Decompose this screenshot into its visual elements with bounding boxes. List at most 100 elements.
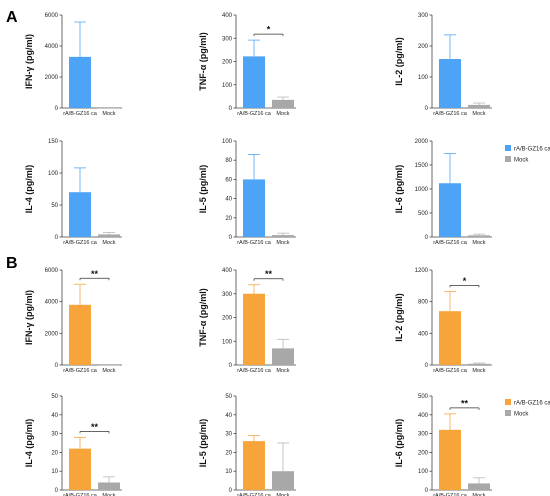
legend-b: rA/B-GZ16 ca Mock — [505, 399, 550, 418]
panel-label-a: A — [6, 9, 18, 26]
chart-10: IL-4 (pg/ml) 0 10 20 30 40 50 rA/B-GZ16 ca Mock *… — [24, 394, 122, 496]
y-tick-label: 300 — [222, 36, 233, 42]
bar-mock — [98, 482, 120, 490]
y-tick-label: 1000 — [415, 187, 429, 193]
x-tick-label: Mock — [472, 240, 485, 246]
legend-swatch — [505, 399, 511, 405]
y-tick-label: 0 — [55, 363, 59, 369]
y-tick-label: 40 — [51, 413, 58, 419]
bar-ra-b-gz16-ca — [243, 441, 265, 490]
x-tick-label: Mock — [472, 111, 485, 117]
x-tick-label: Mock — [472, 368, 485, 374]
y-tick-label: 200 — [222, 316, 233, 322]
significance-marker: ** — [265, 269, 273, 279]
chart-3: IL-2 (pg/ml) 0 100 200 300 rA/B-GZ16 ca Mock — [394, 13, 492, 117]
bar-mock — [272, 235, 294, 237]
y-tick-label: 6000 — [45, 13, 59, 19]
y-tick-label: 4000 — [45, 44, 59, 50]
x-tick-label: Mock — [276, 111, 289, 117]
x-tick-label: rA/B-GZ16 ca — [63, 240, 98, 246]
y-tick-label: 400 — [418, 413, 429, 419]
bar-mock — [98, 234, 120, 237]
x-tick-label: Mock — [102, 111, 115, 117]
legend-swatch — [505, 156, 511, 162]
bar-mock — [272, 99, 294, 108]
y-axis-label: IL-2 (pg/ml) — [394, 293, 404, 342]
bar-mock — [468, 235, 490, 237]
y-tick-label: 30 — [225, 432, 232, 438]
y-axis-label: IFN-γ (pg/ml) — [24, 290, 34, 345]
y-tick-label: 0 — [229, 488, 233, 494]
bar-ra-b-gz16-ca — [69, 304, 91, 365]
y-tick-label: 100 — [418, 469, 429, 475]
bar-mock — [98, 365, 120, 366]
x-tick-label: rA/B-GZ16 ca — [433, 493, 468, 496]
y-tick-label: 0 — [425, 488, 429, 494]
y-tick-label: 400 — [222, 268, 233, 274]
y-tick-label: 30 — [51, 432, 58, 438]
y-tick-label: 10 — [51, 469, 58, 475]
y-tick-label: 500 — [418, 211, 429, 217]
x-tick-label: rA/B-GZ16 ca — [237, 240, 272, 246]
y-tick-label: 0 — [229, 235, 233, 241]
bar-ra-b-gz16-ca — [243, 56, 265, 108]
chart-4: IL-4 (pg/ml) 0 50 100 150 rA/B-GZ16 ca Mock — [24, 139, 122, 246]
y-axis-label: IFN-γ (pg/ml) — [24, 34, 34, 89]
x-tick-label: rA/B-GZ16 ca — [237, 493, 272, 496]
y-tick-label: 300 — [418, 432, 429, 438]
y-tick-label: 0 — [55, 106, 59, 112]
y-tick-label: 20 — [225, 450, 232, 456]
bar-mock — [272, 471, 294, 490]
x-tick-label: Mock — [102, 493, 115, 496]
y-tick-label: 50 — [51, 203, 58, 209]
y-tick-label: 4000 — [45, 300, 59, 306]
bar-ra-b-gz16-ca — [69, 192, 91, 237]
bar-ra-b-gz16-ca — [243, 293, 265, 365]
y-tick-label: 100 — [222, 139, 233, 145]
bar-mock — [468, 104, 490, 108]
x-tick-label: rA/B-GZ16 ca — [433, 240, 468, 246]
y-tick-label: 0 — [425, 363, 429, 369]
x-tick-label: rA/B-GZ16 ca — [63, 368, 98, 374]
y-tick-label: 100 — [418, 75, 429, 81]
x-tick-label: Mock — [276, 240, 289, 246]
legend-label: Mock — [514, 158, 529, 164]
chart-2: TNF-α (pg/ml) 0 100 200 300 400 rA/B-GZ16 ca Mo… — [198, 13, 296, 117]
chart-6: IL-6 (pg/ml) 0 500 1000 1500 2000 rA/B-GZ16 ca… — [394, 139, 492, 246]
bar-ra-b-gz16-ca — [69, 448, 91, 490]
legend-label: rA/B-GZ16 ca — [514, 147, 550, 153]
y-tick-label: 500 — [418, 394, 429, 400]
legend-swatch — [505, 410, 511, 416]
significance-marker: ** — [91, 422, 99, 432]
y-axis-label: IL-2 (pg/ml) — [394, 37, 404, 86]
y-tick-label: 0 — [55, 235, 59, 241]
x-tick-label: Mock — [276, 368, 289, 374]
y-tick-label: 50 — [225, 394, 232, 400]
y-tick-label: 50 — [51, 394, 58, 400]
y-tick-label: 0 — [425, 106, 429, 112]
bar-ra-b-gz16-ca — [243, 179, 265, 237]
x-tick-label: rA/B-GZ16 ca — [63, 493, 98, 496]
x-tick-label: rA/B-GZ16 ca — [433, 368, 468, 374]
bar-mock — [468, 363, 490, 365]
bar-mock — [272, 348, 294, 365]
y-tick-label: 100 — [222, 83, 233, 89]
y-tick-label: 400 — [222, 13, 233, 19]
x-tick-label: rA/B-GZ16 ca — [433, 111, 468, 117]
chart-5: IL-5 (pg/ml) 0 20 40 60 80 100 rA/B-GZ16 ca Mock — [198, 139, 296, 246]
y-tick-label: 300 — [222, 292, 233, 298]
y-axis-label: IL-5 (pg/ml) — [198, 419, 208, 468]
y-tick-label: 0 — [229, 363, 233, 369]
y-tick-label: 200 — [418, 44, 429, 50]
significance-marker: ** — [91, 269, 99, 279]
chart-12: IL-6 (pg/ml) 0 100 200 300 400 500 rA/B-GZ16 ca… — [394, 394, 492, 496]
y-tick-label: 0 — [425, 235, 429, 241]
y-tick-label: 0 — [229, 106, 233, 112]
y-axis-label: IL-4 (pg/ml) — [24, 419, 34, 468]
y-tick-label: 0 — [55, 488, 59, 494]
y-tick-label: 200 — [418, 450, 429, 456]
significance-marker: * — [267, 25, 271, 35]
x-tick-label: rA/B-GZ16 ca — [63, 111, 98, 117]
y-tick-label: 1200 — [415, 268, 429, 274]
y-tick-label: 40 — [225, 413, 232, 419]
